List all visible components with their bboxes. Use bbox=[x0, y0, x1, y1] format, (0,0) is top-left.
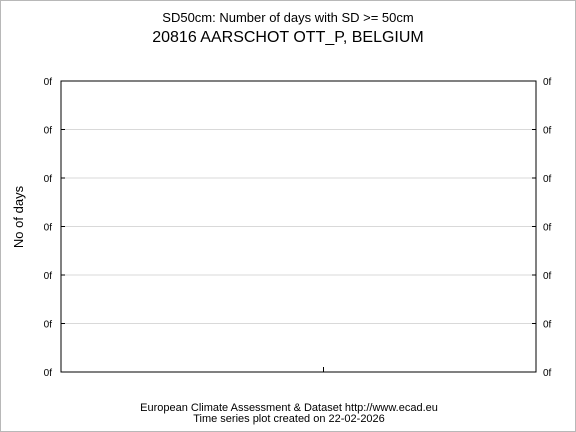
footer-source: European Climate Assessment & Dataset ht… bbox=[140, 402, 438, 414]
y-tick-label-right: 0f bbox=[543, 223, 552, 234]
chart-subtitle: SD50cm: Number of days with SD >= 50cm bbox=[162, 10, 413, 25]
y-tick-label-left: 0f bbox=[44, 320, 53, 331]
y-tick-label-left: 0f bbox=[44, 368, 53, 379]
y-tick-label-left: 0f bbox=[44, 77, 53, 88]
y-tick-label-left: 0f bbox=[44, 174, 53, 185]
y-axis-right: 0f 0f 0f 0f 0f 0f 0f bbox=[532, 77, 552, 379]
y-tick-label-right: 0f bbox=[543, 77, 552, 88]
grid-lines bbox=[61, 129, 536, 324]
chart-title: 20816 AARSCHOT OTT_P, BELGIUM bbox=[152, 29, 424, 46]
y-axis-label: No of days bbox=[11, 185, 26, 248]
y-tick-label-right: 0f bbox=[543, 126, 552, 137]
y-tick-label-right: 0f bbox=[543, 368, 552, 379]
y-tick-label-right: 0f bbox=[543, 320, 552, 331]
footer-created: Time series plot created on 22-02-2026 bbox=[193, 413, 385, 425]
y-tick-label-left: 0f bbox=[44, 126, 53, 137]
y-tick-label-left: 0f bbox=[44, 271, 53, 282]
y-tick-label-left: 0f bbox=[44, 223, 53, 234]
y-tick-label-right: 0f bbox=[543, 174, 552, 185]
y-axis-left: 0f 0f 0f 0f 0f 0f 0f bbox=[44, 77, 65, 379]
y-tick-label-right: 0f bbox=[543, 271, 552, 282]
